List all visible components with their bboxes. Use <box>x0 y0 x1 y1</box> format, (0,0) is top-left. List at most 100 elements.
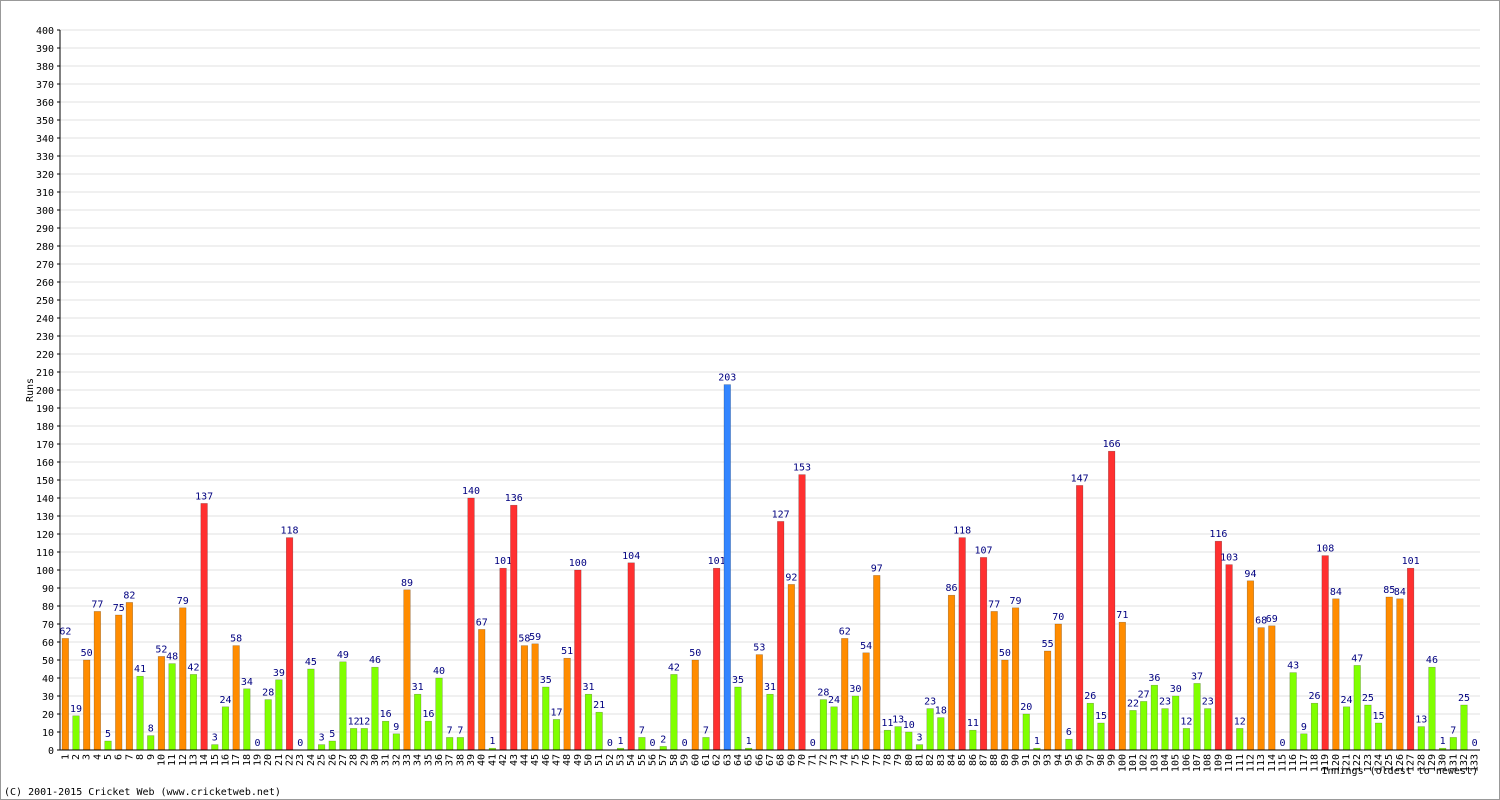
x-tick-label: 117 <box>1299 754 1310 772</box>
value-label: 100 <box>569 558 587 569</box>
x-tick-label: 92 <box>1032 754 1043 766</box>
bar <box>189 674 198 751</box>
x-tick-label: 104 <box>1160 754 1171 772</box>
x-tick-label: 98 <box>1096 754 1107 766</box>
y-tick-label: 210 <box>36 368 54 379</box>
y-tick-label: 160 <box>36 458 54 469</box>
value-label: 108 <box>1316 544 1334 555</box>
x-tick-label: 61 <box>701 754 712 766</box>
x-tick-label: 43 <box>509 754 520 766</box>
bar <box>392 733 400 751</box>
bar <box>125 602 133 751</box>
bar <box>1214 540 1222 751</box>
value-label: 67 <box>476 617 488 628</box>
x-tick-label: 59 <box>680 754 691 766</box>
value-label: 28 <box>262 688 274 699</box>
bar <box>947 594 956 751</box>
value-label: 0 <box>650 738 656 749</box>
x-tick-label: 64 <box>733 754 744 766</box>
value-label: 41 <box>134 664 146 675</box>
y-tick-label: 100 <box>36 566 54 577</box>
x-tick-label: 79 <box>893 754 904 766</box>
x-tick-label: 100 <box>1117 754 1128 772</box>
y-tick-label: 290 <box>36 224 54 235</box>
x-tick-label: 73 <box>829 754 840 766</box>
value-label: 16 <box>380 709 392 720</box>
bar <box>1449 737 1457 751</box>
bar <box>307 668 315 751</box>
x-tick-label: 23 <box>295 754 306 766</box>
x-tick-label: 81 <box>914 754 925 766</box>
value-label: 58 <box>518 634 530 645</box>
value-label: 55 <box>1042 639 1054 650</box>
bar <box>83 659 91 751</box>
bar <box>435 677 443 751</box>
x-tick-label: 133 <box>1470 754 1481 772</box>
bar <box>1310 702 1319 751</box>
value-label: 103 <box>1220 553 1238 564</box>
x-tick-label: 32 <box>391 754 402 766</box>
x-tick-label: 46 <box>541 754 552 766</box>
x-tick-label: 65 <box>744 754 755 766</box>
bar <box>1161 708 1169 751</box>
bar <box>467 497 475 751</box>
value-label: 0 <box>1279 738 1285 749</box>
bar <box>1246 580 1255 751</box>
x-tick-label: 40 <box>477 754 488 766</box>
bar <box>1097 722 1105 751</box>
bar <box>1417 726 1425 751</box>
y-tick-label: 0 <box>48 746 54 757</box>
x-tick-label: 108 <box>1203 754 1214 772</box>
value-label: 50 <box>999 648 1011 659</box>
bar <box>958 537 966 751</box>
bar <box>446 737 454 751</box>
y-tick-label: 180 <box>36 422 54 433</box>
x-tick-label: 52 <box>605 754 616 766</box>
value-label: 23 <box>924 697 936 708</box>
value-label: 17 <box>550 707 562 718</box>
y-tick-label: 130 <box>36 512 54 523</box>
value-label: 127 <box>772 509 790 520</box>
bar <box>915 744 924 751</box>
bar <box>285 537 294 751</box>
x-tick-label: 4 <box>92 754 103 760</box>
x-tick-label: 6 <box>114 754 125 760</box>
x-tick-label: 122 <box>1352 754 1363 772</box>
value-label: 52 <box>155 644 167 655</box>
bar <box>157 656 165 751</box>
y-tick-label: 340 <box>36 134 54 145</box>
bar <box>243 688 251 751</box>
value-label: 1 <box>746 736 752 747</box>
value-label: 92 <box>785 572 797 583</box>
bar <box>1321 555 1329 751</box>
bar <box>72 715 80 751</box>
y-tick-label: 370 <box>36 80 54 91</box>
x-tick-label: 39 <box>466 754 477 766</box>
bar <box>1022 713 1030 751</box>
x-tick-label: 90 <box>1011 754 1022 766</box>
bar <box>638 737 646 751</box>
bar <box>563 657 571 751</box>
bar <box>403 589 411 751</box>
value-label: 79 <box>1010 596 1022 607</box>
bar <box>1364 704 1372 751</box>
value-label: 77 <box>91 599 103 610</box>
x-tick-label: 94 <box>1053 754 1064 766</box>
value-label: 1 <box>489 736 495 747</box>
value-label: 0 <box>682 738 688 749</box>
value-label: 0 <box>297 738 303 749</box>
bars: 1622193504775567578284198105211481279134… <box>59 373 1480 772</box>
bar <box>1076 485 1084 751</box>
value-label: 166 <box>1103 439 1121 450</box>
x-tick-label: 84 <box>947 754 958 766</box>
y-tick-label: 400 <box>36 26 54 37</box>
bar <box>1300 733 1308 751</box>
value-label: 0 <box>810 738 816 749</box>
value-label: 45 <box>305 657 317 668</box>
value-label: 12 <box>358 716 370 727</box>
y-tick-label: 60 <box>42 638 54 649</box>
value-label: 24 <box>1341 695 1353 706</box>
x-tick-label: 19 <box>253 754 264 766</box>
bar <box>1385 596 1393 751</box>
value-label: 7 <box>639 725 645 736</box>
